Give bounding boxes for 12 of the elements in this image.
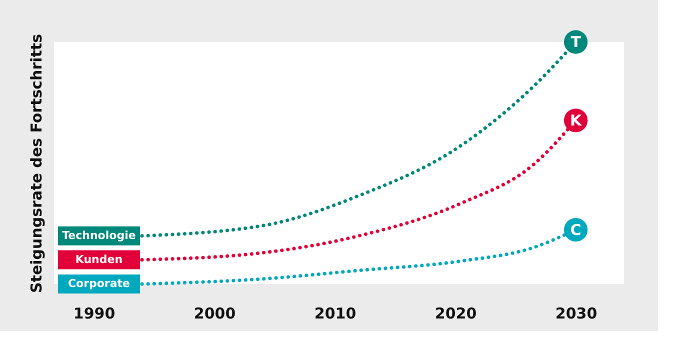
y-axis-title: Steigungsrate des Fortschritts xyxy=(28,34,46,294)
x-tick-label: 2000 xyxy=(194,304,236,322)
series-label: Kunden xyxy=(75,252,123,266)
annotation: C xyxy=(570,220,582,239)
x-tick-label: 2010 xyxy=(314,304,356,322)
x-tick-label: 1990 xyxy=(73,304,116,322)
annotation: T xyxy=(570,33,582,51)
x-tick-label: 2030 xyxy=(555,304,598,322)
series-label: Technologie xyxy=(62,228,136,242)
x-tick-label: 2020 xyxy=(434,304,477,322)
series-label: Corporate xyxy=(68,277,130,290)
annotation: K xyxy=(570,111,583,130)
